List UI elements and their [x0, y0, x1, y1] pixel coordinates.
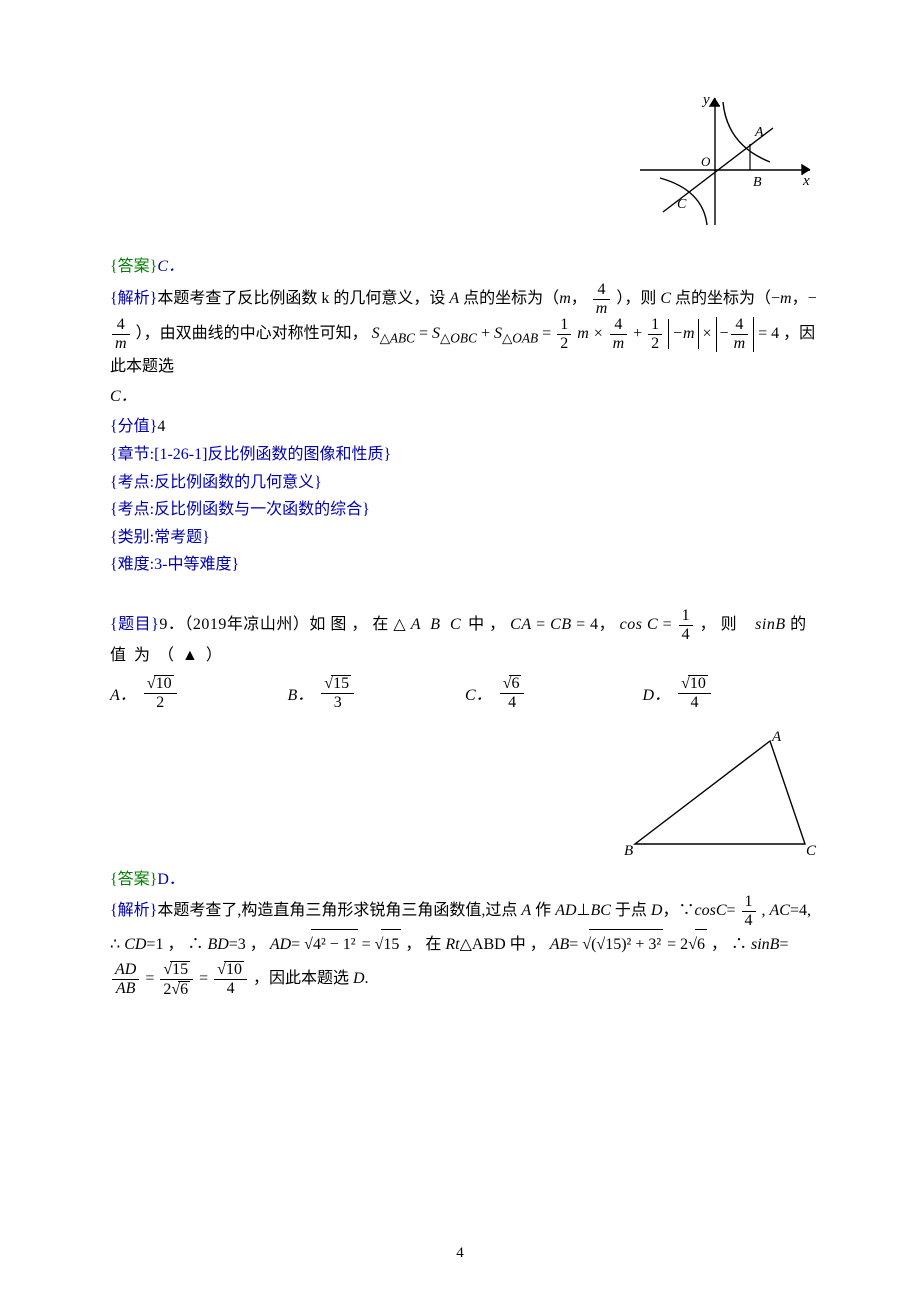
- q8-chapter: {章节:[1-26-1]反比例函数的图像和性质}: [110, 442, 820, 468]
- q9-options: A． √10 2 B． √15 3 C． √6 4 D． √10 4: [110, 675, 820, 711]
- q8-score: {分值}4: [110, 414, 820, 440]
- q9-option-d: D． √10 4: [643, 675, 821, 711]
- point-b-label: B: [753, 175, 762, 190]
- q8-kaodian2: {考点:反比例函数与一次函数的综合}: [110, 497, 820, 523]
- tri-c: C: [806, 843, 817, 859]
- q9-stem: {题目}9．（2019年凉山州）如 图 ， 在 △ A B C 中 ， CA =…: [110, 608, 820, 643]
- axis-y-label: y: [701, 92, 710, 108]
- q9-explanation-line3: ADAB = √15 2√6 = √10 4 ，因此本题选 D.: [110, 961, 820, 998]
- q8-difficulty: {难度:3-中等难度}: [110, 552, 820, 578]
- point-a-label: A: [754, 125, 764, 140]
- q9-stem-line2: 值 为 （ ▲ ）: [110, 643, 820, 669]
- page-number: 4: [0, 1245, 920, 1262]
- q8-kaodian1: {考点:反比例函数的几何意义}: [110, 470, 820, 496]
- figure-hyperbola: x y O A B C: [635, 90, 820, 230]
- q9-option-b: B． √15 3: [288, 675, 466, 711]
- q9-answer: {答案}D．: [110, 867, 820, 893]
- q9-option-a: A． √10 2: [110, 675, 288, 711]
- q8-category: {类别:常考题}: [110, 525, 820, 551]
- origin-label: O: [701, 154, 711, 169]
- q9-explanation-line2: ∴ CD=1 ， ∴ BD=3 ， AD= √4² − 1² = √15 ， 在…: [110, 929, 820, 960]
- axis-x-label: x: [802, 173, 810, 189]
- tri-b: B: [624, 843, 633, 859]
- point-c-label: C: [677, 197, 687, 212]
- figure-triangle: A B C: [620, 729, 820, 859]
- q8-answer: {答案}C．: [110, 254, 820, 280]
- q9-explanation-line1: {解析}本题考查了,构造直角三角形求锐角三角函数值,过点 A 作 AD⊥BC 于…: [110, 894, 820, 929]
- tri-a: A: [771, 729, 782, 745]
- q9-option-c: C． √6 4: [465, 675, 643, 711]
- q8-explanation: {解析}本题考查了反比例函数 k 的几何意义，设 A 点的坐标为（m， 4m ）…: [110, 282, 820, 413]
